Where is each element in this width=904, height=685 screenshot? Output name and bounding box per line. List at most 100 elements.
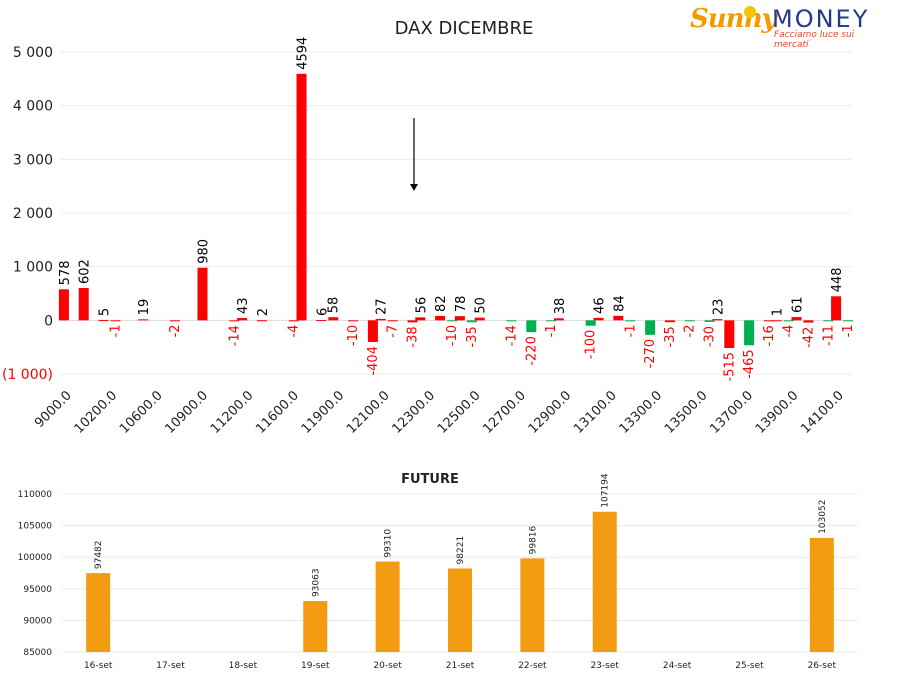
x-tick-label: 12700.0	[480, 388, 529, 437]
y-tick-label: 100000	[18, 553, 53, 563]
data-label: 4594	[296, 37, 311, 70]
bar-series-2	[229, 320, 240, 322]
data-label: -14	[227, 325, 242, 346]
bar-series-2	[645, 320, 656, 335]
data-label: -404	[366, 346, 381, 376]
bar	[520, 558, 545, 652]
logo-tagline: Facciamo luce sui mercati	[774, 30, 855, 50]
x-tick-label: 17-set	[156, 661, 185, 671]
bar-series-2	[664, 320, 675, 323]
y-tick-label: 4 000	[13, 99, 53, 115]
x-tick-label: 13500.0	[662, 388, 711, 437]
sunny-money-logo: Sunny MONEY Facciamo luce sui mercati	[690, 4, 890, 50]
data-label: 578	[58, 260, 73, 285]
bar-series-1	[415, 317, 426, 321]
bar-series-2	[625, 320, 636, 322]
bar-series-2	[763, 320, 774, 322]
bar	[448, 568, 472, 652]
bar-series-2	[724, 320, 735, 348]
bar	[86, 573, 111, 652]
data-label: -16	[762, 325, 777, 346]
data-label: -2	[683, 324, 698, 337]
data-label: 61	[791, 297, 806, 314]
data-label: -1	[841, 324, 856, 337]
data-label: 1	[771, 308, 786, 316]
data-label: -1	[109, 324, 124, 337]
data-label: 84	[612, 295, 627, 312]
data-label: -4	[782, 325, 797, 338]
bar-series-1	[58, 289, 69, 321]
bar-series-2	[843, 320, 854, 322]
y-tick-label: 5 000	[13, 45, 53, 61]
bar-series-2	[526, 320, 537, 333]
data-label: -270	[643, 339, 658, 369]
data-label: -1	[623, 324, 638, 337]
data-label: 99816	[528, 525, 538, 554]
data-label: 58	[326, 297, 341, 314]
y-tick-label: 2 000	[13, 206, 53, 222]
bar-series-2	[387, 320, 398, 322]
x-tick-label: 18-set	[229, 661, 258, 671]
bar-series-1	[316, 320, 327, 322]
y-tick-label: (1 000)	[2, 367, 53, 383]
bar-series-1	[474, 317, 485, 321]
bar-series-1	[712, 319, 723, 321]
data-label: -35	[465, 326, 480, 347]
bar	[592, 511, 617, 652]
bar-series-1	[831, 296, 842, 321]
y-tick-label: 110000	[18, 490, 53, 500]
bar-series-1	[613, 315, 624, 321]
bar-series-1	[98, 320, 109, 322]
x-tick-label: 25-set	[735, 661, 764, 671]
x-tick-label: 21-set	[446, 661, 475, 671]
bar	[809, 537, 834, 652]
bar-series-2	[348, 320, 359, 322]
bar-series-1	[771, 320, 782, 322]
data-label: -10	[346, 325, 361, 346]
bar-series-2	[704, 320, 715, 322]
data-label: 27	[375, 298, 390, 315]
bar-series-2	[407, 320, 418, 323]
x-tick-label: 11200.0	[208, 388, 257, 437]
bar-series-2	[328, 317, 339, 321]
bar-series-2	[169, 320, 180, 322]
data-label: -38	[406, 326, 421, 347]
data-label: 99310	[384, 529, 394, 558]
dax-dicembre-chart: DAX DICEMBRE 5 000 4 000 3 000 2 000 1 000 0 (1…	[2, 18, 856, 437]
chart-title: DAX DICEMBRE	[395, 18, 534, 39]
sun-icon	[744, 6, 756, 18]
data-label: -14	[505, 325, 520, 346]
bar-series-1	[791, 317, 802, 321]
bar-series-1	[296, 73, 307, 321]
bar-series-1	[78, 288, 89, 321]
x-tick-label: 13300.0	[617, 388, 666, 437]
x-tick-label: 14100.0	[798, 388, 847, 437]
bar	[375, 561, 400, 652]
data-label: -465	[742, 349, 757, 379]
data-label: -7	[386, 325, 401, 338]
x-tick-label: 23-set	[590, 661, 619, 671]
bar-series-1	[256, 320, 267, 322]
data-label: 46	[593, 297, 608, 314]
data-label: -35	[663, 326, 678, 347]
x-tick-label: 13900.0	[753, 388, 802, 437]
data-label: 6	[315, 308, 330, 316]
x-tick-label: 11900.0	[299, 388, 348, 437]
data-label: 980	[197, 239, 212, 264]
data-label: -2	[168, 324, 183, 337]
data-label: 103052	[818, 500, 828, 534]
logo-money-text: MONEY	[772, 5, 870, 33]
bar-series-2	[447, 320, 458, 322]
x-tick-label: 10900.0	[162, 388, 211, 437]
logo-sunny-text: Sunny	[690, 4, 777, 34]
y-tick-label: 105000	[18, 522, 53, 532]
bar-series-1	[375, 318, 386, 321]
y-tick-label: 90000	[23, 616, 52, 626]
x-tick-label: 20-set	[373, 661, 402, 671]
y-tick-label: 1 000	[13, 260, 53, 276]
x-tick-label: 12100.0	[344, 388, 393, 437]
bar-series-1	[138, 319, 149, 321]
bar-series-2	[823, 320, 834, 322]
x-tick-label: 13100.0	[571, 388, 620, 437]
bar-series-2	[585, 320, 596, 326]
